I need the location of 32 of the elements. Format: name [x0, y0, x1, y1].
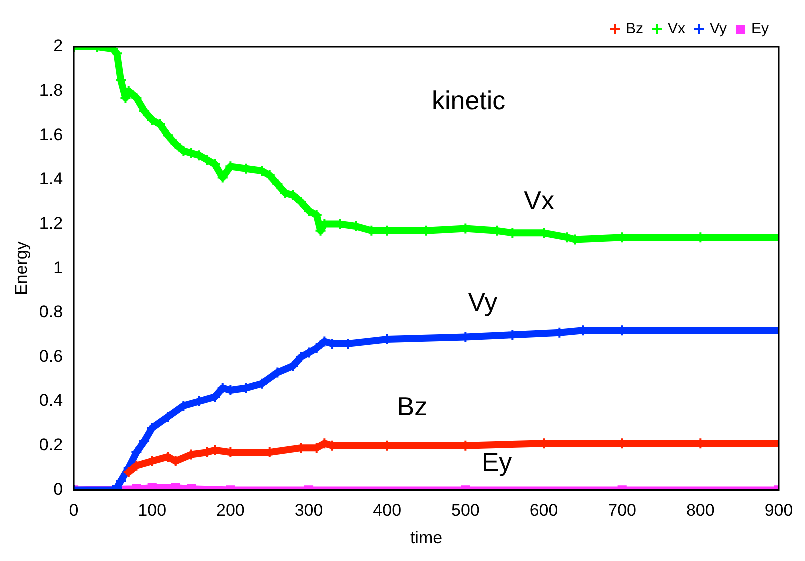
y-tick-label: 1.2 [39, 214, 64, 233]
annotation: Vx [524, 185, 554, 216]
annotation: Bz [397, 391, 428, 422]
y-tick-label: 1 [54, 258, 64, 278]
y-tick-label: 2 [54, 36, 64, 56]
y-axis-title: Energy [12, 241, 31, 296]
x-tick-label: 800 [686, 501, 715, 520]
y-tick-label: 0.2 [39, 436, 64, 455]
legend-label: Vy [710, 20, 728, 38]
x-tick-label: 300 [294, 501, 324, 520]
annotation: kinetic [432, 86, 506, 116]
x-tick-label: 100 [138, 501, 167, 520]
legend-label: Vx [668, 20, 686, 38]
x-tick-label: 700 [608, 501, 637, 520]
y-tick-label: 1.6 [39, 125, 64, 144]
y-tick-label: 1.8 [39, 81, 64, 100]
annotation: Ey [482, 446, 512, 477]
annotation: Vy [468, 287, 498, 318]
x-axis-title: time [410, 528, 443, 548]
y-tick-label: 0.6 [39, 346, 64, 366]
x-tick-label: 500 [451, 501, 480, 520]
y-tick-label: 0.8 [39, 302, 64, 322]
x-tick-label: 600 [530, 501, 558, 520]
x-tick-label: 900 [764, 501, 794, 520]
x-tick-label: 0 [69, 501, 79, 520]
x-tick-label: 400 [373, 501, 402, 520]
y-tick-label: 1.4 [39, 170, 64, 189]
y-tick-label: 0.4 [39, 391, 64, 410]
legend-label: Bz [626, 20, 644, 38]
y-tick-label: 0 [54, 480, 64, 499]
legend-label: Ey [751, 20, 770, 38]
x-tick-label: 200 [216, 501, 245, 520]
